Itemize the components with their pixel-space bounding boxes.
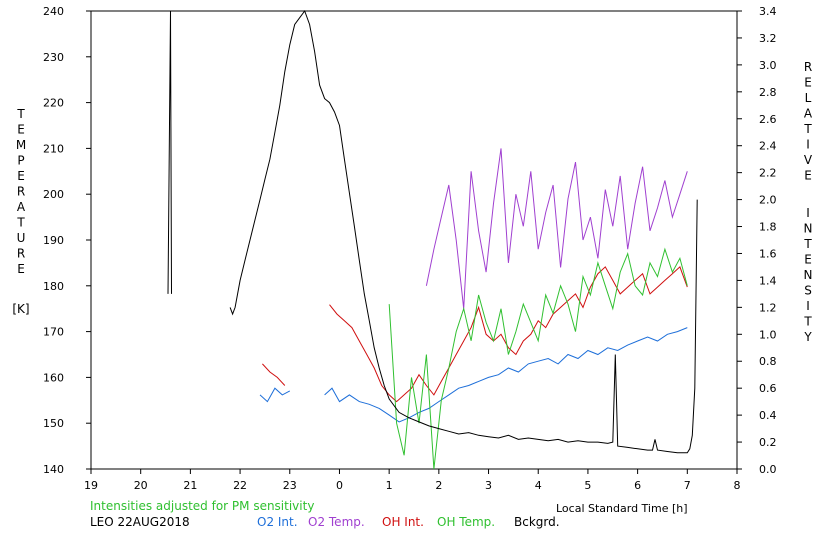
- left-axis-letter: U: [17, 231, 26, 245]
- right-y-tick-label: 2.0: [759, 194, 777, 207]
- left-y-tick-label: 140: [43, 463, 64, 476]
- right-axis-letter: R: [804, 60, 812, 74]
- right-y-tick-label: 3.4: [759, 5, 777, 18]
- left-axis-letter: E: [17, 169, 25, 183]
- right-axis-letter: I: [806, 138, 810, 152]
- right-axis-letter: T: [803, 237, 812, 251]
- right-y-tick-label: 0.6: [759, 382, 777, 395]
- left-y-axis-ticks: 140 150 160 170 180 190 200 210 220 230 240: [43, 5, 91, 476]
- right-y-tick-label: 0.0: [759, 463, 777, 476]
- right-axis-letter: E: [804, 169, 812, 183]
- left-axis-letter: R: [17, 247, 25, 261]
- right-y-tick-label: 3.2: [759, 32, 777, 45]
- left-axis-letter: T: [16, 216, 25, 230]
- right-y-tick-label: 3.0: [759, 59, 777, 72]
- series-line-o2-temp: [425, 148, 688, 309]
- right-y-tick-label: 2.4: [759, 140, 777, 153]
- series-layer: [167, 9, 698, 470]
- right-y-tick-label: 0.2: [759, 436, 777, 449]
- right-y-tick-label: 1.2: [759, 301, 777, 314]
- x-tick-label: 7: [684, 479, 691, 492]
- x-axis-label: Local Standard Time [h]: [556, 502, 688, 515]
- left-y-tick-label: 220: [43, 97, 64, 110]
- x-tick-label: 8: [734, 479, 741, 492]
- series-line-oh-int: [262, 363, 286, 386]
- legend: O2 Int. O2 Temp. OH Int. OH Temp. Bckgrd.: [257, 515, 560, 529]
- left-y-tick-label: 150: [43, 417, 64, 430]
- sensitivity-note: Intensities adjusted for PM sensitivity: [90, 499, 314, 513]
- legend-entry: OH Int.: [382, 515, 424, 529]
- left-y-tick-label: 180: [43, 280, 64, 293]
- legend-entry: Bckgrd.: [514, 515, 560, 529]
- left-axis-letter: P: [17, 154, 24, 168]
- legend-entry: OH Temp.: [437, 515, 495, 529]
- right-axis-letter: S: [804, 284, 812, 298]
- x-tick-label: 5: [584, 479, 591, 492]
- x-tick-label: 19: [84, 479, 98, 492]
- site-date-label: LEO 22AUG2018: [90, 515, 190, 529]
- left-axis-letter: E: [17, 123, 25, 137]
- left-y-tick-label: 210: [43, 142, 64, 155]
- right-y-tick-label: 0.8: [759, 355, 777, 368]
- left-axis-unit: [K]: [12, 302, 29, 316]
- x-tick-label: 6: [634, 479, 641, 492]
- right-axis-letter: E: [804, 76, 812, 90]
- right-y-axis-ticks: 0.0 0.2 0.4 0.6 0.8 1.0 1.2 1.4 1.6 1.8 2.0 2.2 2.4 2…: [737, 5, 777, 476]
- x-tick-label: 3: [485, 479, 492, 492]
- x-tick-label: 22: [233, 479, 247, 492]
- left-y-tick-label: 200: [43, 188, 64, 201]
- right-y-tick-label: 1.4: [759, 274, 777, 287]
- series-line-bckgrd: [167, 10, 172, 294]
- right-y-tick-label: 0.4: [759, 409, 777, 422]
- x-axis-ticks: 19 20 21 22 23 0 1 2 3 4 5 6 7 8: [84, 469, 741, 492]
- right-axis-letter: Y: [803, 330, 812, 344]
- legend-entry: O2 Temp.: [308, 515, 365, 529]
- right-y-tick-label: 1.6: [759, 247, 777, 260]
- right-y-tick-label: 1.8: [759, 221, 777, 234]
- right-axis-letter: E: [804, 253, 812, 267]
- x-tick-label: 4: [535, 479, 542, 492]
- right-axis-letter: T: [803, 315, 812, 329]
- left-axis-letter: M: [16, 138, 26, 152]
- left-y-tick-label: 240: [43, 5, 64, 18]
- legend-entry: O2 Int.: [257, 515, 298, 529]
- right-axis-letter: V: [804, 153, 813, 167]
- right-axis-letter: N: [804, 268, 813, 282]
- left-axis-letter: A: [17, 200, 26, 214]
- x-tick-label: 2: [435, 479, 442, 492]
- x-tick-label: 0: [336, 479, 343, 492]
- left-y-tick-label: 190: [43, 234, 64, 247]
- x-tick-label: 21: [183, 479, 197, 492]
- right-axis-letter: N: [804, 222, 813, 236]
- series-line-oh-int: [329, 266, 688, 403]
- left-y-tick-label: 230: [43, 51, 64, 64]
- x-tick-label: 20: [134, 479, 148, 492]
- left-axis-letter: R: [17, 185, 25, 199]
- right-y-tick-label: 2.6: [759, 113, 777, 126]
- right-axis-letter: T: [803, 122, 812, 136]
- x-tick-label: 23: [283, 479, 297, 492]
- plot-frame: [90, 10, 738, 470]
- series-line-oh-temp: [388, 247, 688, 470]
- right-y-tick-label: 2.8: [759, 86, 777, 99]
- left-y-tick-label: 170: [43, 326, 64, 339]
- right-axis-letter: I: [806, 206, 810, 220]
- right-axis-letter: L: [805, 91, 812, 105]
- right-axis-letter: A: [804, 107, 813, 121]
- right-axis-letter: I: [806, 299, 810, 313]
- right-y-tick-label: 2.2: [759, 167, 777, 180]
- x-tick-label: 1: [386, 479, 393, 492]
- left-y-tick-label: 160: [43, 371, 64, 384]
- series-line-o2-int: [259, 387, 291, 403]
- series-line-bckgrd: [229, 9, 698, 454]
- series-line-o2-int: [324, 327, 688, 423]
- left-axis-letter: T: [16, 107, 25, 121]
- left-axis-letter: E: [17, 262, 25, 276]
- right-y-tick-label: 1.0: [759, 328, 777, 341]
